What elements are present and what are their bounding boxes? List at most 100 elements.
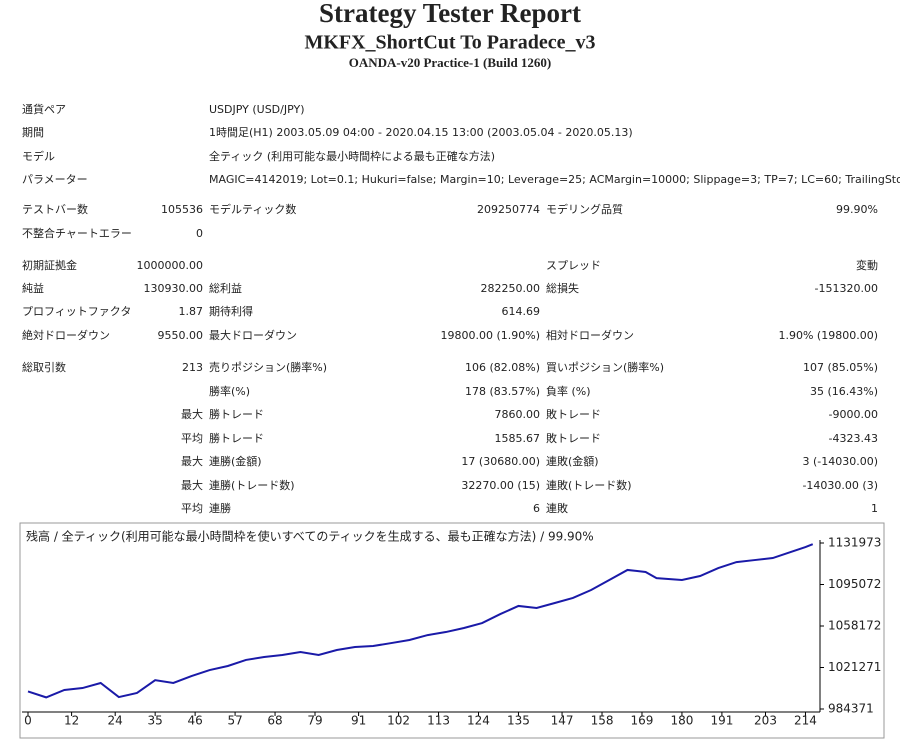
stat-label: 敗トレード: [546, 407, 601, 421]
stat-value: 最大: [181, 407, 203, 421]
stat-label: モデルティック数: [209, 202, 296, 216]
stat-value: 1585.67: [495, 432, 541, 445]
y-tick-label: 1131973: [828, 536, 881, 550]
stat-value: -151320.00: [815, 282, 878, 295]
stat-label: プロフィットファクタ: [22, 305, 131, 318]
equity-line: [27, 543, 814, 699]
summary-value: USDJPY (USD/JPY): [209, 103, 305, 116]
summary-value: 全ティック (利用可能な最小時間枠による最も正確な方法): [209, 149, 495, 163]
stat-value: 130930.00: [144, 282, 204, 295]
stat-value: 6: [533, 502, 540, 515]
x-tick-label: 102: [387, 714, 410, 728]
x-tick-label: 46: [187, 714, 202, 728]
stat-label: 連敗(金額): [546, 454, 599, 468]
stat-label: 買いポジション(勝率%): [546, 360, 664, 374]
stat-value: 99.90%: [836, 203, 878, 216]
x-tick-label: 79: [307, 714, 322, 728]
x-tick-label: 57: [227, 714, 242, 728]
stat-label: 勝率(%): [209, 384, 250, 398]
x-tick-label: 191: [710, 714, 733, 728]
report-subtitle: MKFX_ShortCut To Paradece_v3: [304, 32, 595, 54]
stat-label: 連勝(トレード数): [209, 478, 295, 492]
stat-label: 売りポジション(勝率%): [209, 360, 327, 374]
summary-value: 1時間足(H1) 2003.05.09 04:00 - 2020.04.15 1…: [209, 126, 633, 139]
stat-value: 変動: [856, 258, 878, 272]
x-tick-label: 203: [754, 714, 777, 728]
x-tick-label: 124: [467, 714, 490, 728]
x-tick-label: 24: [108, 714, 123, 728]
stat-value: 19800.00 (1.90%): [440, 329, 540, 342]
stat-value: 平均: [181, 502, 203, 515]
stat-label: スプレッド: [546, 259, 601, 272]
stat-value: 614.69: [502, 305, 541, 318]
stat-label: 期待利得: [209, 304, 253, 318]
summary-label: 通貨ペア: [22, 102, 66, 116]
x-tick-label: 169: [631, 714, 654, 728]
stat-value: -9000.00: [829, 408, 878, 421]
stat-value: 平均: [181, 432, 203, 445]
summary-label: パラメーター: [22, 173, 88, 186]
stat-label: 相対ドローダウン: [546, 328, 634, 342]
stat-value: 282250.00: [481, 282, 541, 295]
x-tick-label: 147: [551, 714, 574, 728]
stat-label: 総損失: [546, 281, 579, 295]
x-tick-label: 158: [591, 714, 614, 728]
stat-value: 1: [871, 502, 878, 515]
stat-label: 最大ドローダウン: [209, 328, 297, 342]
stat-label: 敗トレード: [546, 431, 601, 445]
stat-label: 勝トレード: [209, 431, 264, 445]
stat-value: 209250774: [477, 203, 540, 216]
stat-value: -14030.00 (3): [802, 479, 878, 492]
x-tick-label: 180: [670, 714, 693, 728]
x-tick-label: 12: [64, 714, 79, 728]
stat-label: 連勝: [209, 501, 231, 515]
stat-value: 17 (30680.00): [461, 455, 540, 468]
stat-value: -4323.43: [829, 432, 878, 445]
chart-title: 残高 / 全ティック(利用可能な最小時間枠を使いすべてのティックを生成する、最も…: [26, 529, 594, 544]
x-tick-label: 135: [507, 714, 530, 728]
stat-label: 絶対ドローダウン: [22, 328, 110, 342]
stat-value: 178 (83.57%): [465, 385, 540, 398]
stat-label: 連敗: [546, 501, 568, 515]
y-tick-label: 1058172: [828, 619, 881, 633]
stat-value: 最大: [181, 478, 203, 492]
stat-label: 初期証拠金: [22, 258, 77, 272]
stat-value: 0: [196, 227, 203, 240]
stat-value: 106 (82.08%): [465, 361, 540, 374]
stat-label: 総利益: [209, 281, 242, 295]
stat-label: 負率 (%): [546, 384, 591, 398]
y-tick-label: 1021271: [828, 660, 881, 674]
stat-value: 105536: [161, 203, 203, 216]
chart-frame: [19, 522, 885, 739]
x-tick-label: 0: [24, 714, 32, 728]
stat-value: 1000000.00: [137, 259, 203, 272]
stat-label: 純益: [22, 281, 44, 295]
summary-label: モデル: [22, 149, 55, 163]
stat-value: 9550.00: [158, 329, 204, 342]
stat-label: テストバー数: [22, 203, 88, 216]
x-tick-label: 113: [427, 714, 450, 728]
server-name: OANDA-v20 Practice-1 (Build 1260): [349, 55, 552, 70]
x-tick-label: 35: [148, 714, 163, 728]
y-tick-label: 984371: [828, 702, 874, 716]
stat-value: 32270.00 (15): [461, 479, 540, 492]
stat-value: 35 (16.43%): [810, 385, 878, 398]
stat-value: 最大: [181, 454, 203, 468]
stat-value: 3 (-14030.00): [802, 455, 878, 468]
stat-label: 勝トレード: [209, 407, 264, 421]
stat-value: 1.87: [179, 305, 204, 318]
stat-value: 213: [182, 361, 203, 374]
stat-value: 1.90% (19800.00): [778, 329, 878, 342]
summary-value: MAGIC=4142019; Lot=0.1; Hukuri=false; Ma…: [209, 173, 900, 186]
stat-value: 7860.00: [495, 408, 541, 421]
stat-label: モデリング品質: [546, 202, 623, 216]
stat-label: 連勝(金額): [209, 454, 262, 468]
report-title: Strategy Tester Report: [319, 0, 581, 28]
stat-label: 不整合チャートエラー: [22, 226, 132, 240]
stat-label: 連敗(トレード数): [546, 478, 632, 492]
stat-label: 総取引数: [22, 360, 66, 374]
summary-label: 期間: [22, 126, 44, 139]
y-tick-label: 1095072: [828, 577, 881, 591]
x-tick-label: 91: [351, 714, 366, 728]
